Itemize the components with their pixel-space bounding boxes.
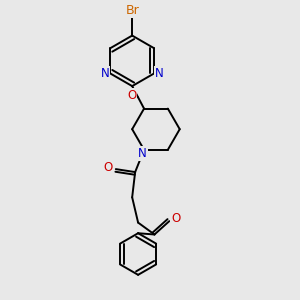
Text: O: O [104,161,113,174]
Text: N: N [155,67,164,80]
Text: O: O [127,89,136,102]
Text: N: N [138,147,147,160]
Text: Br: Br [125,4,139,17]
Text: N: N [100,67,109,80]
Text: O: O [171,212,181,225]
